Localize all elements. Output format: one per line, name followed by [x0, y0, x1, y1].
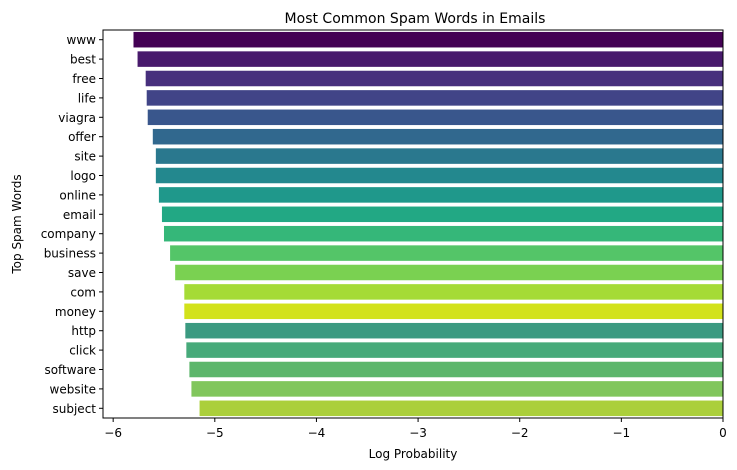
y-tick-label: subject [53, 402, 97, 416]
x-tick-label: −3 [409, 426, 427, 440]
y-tick-label: com [70, 285, 96, 299]
y-tick-label: company [41, 227, 96, 241]
y-tick-label: life [78, 91, 96, 105]
bar-money [184, 303, 724, 320]
y-tick-labels: www best free life viagra offer site logo online… [41, 33, 103, 416]
bar-best [137, 51, 723, 67]
y-tick-label: free [72, 72, 96, 86]
bar-free [145, 70, 723, 87]
x-tick-label: 0 [719, 426, 727, 440]
y-tick-label: money [55, 305, 96, 319]
bar-life [146, 90, 723, 106]
bar-save [175, 264, 723, 281]
y-axis-label: Top Spam Words [10, 174, 24, 274]
bar-business [170, 245, 723, 261]
bar-com [184, 284, 724, 300]
x-tick-label: −2 [511, 426, 529, 440]
y-tick-label: software [44, 363, 96, 377]
x-axis-label: Log Probability [369, 447, 458, 461]
bar-www [133, 31, 723, 48]
bar-subject [199, 400, 723, 417]
y-tick-label: site [74, 150, 96, 164]
bar-website [191, 381, 724, 397]
bar-logo [155, 167, 723, 184]
y-tick-label: offer [68, 130, 96, 144]
bar-viagra [147, 109, 723, 126]
y-tick-label: www [67, 33, 97, 47]
bar-click [186, 342, 724, 358]
chart-title: Most Common Spam Words in Emails [285, 11, 546, 27]
y-tick-label: http [71, 324, 96, 338]
y-tick-label: viagra [58, 111, 96, 125]
y-tick-label: business [44, 247, 96, 261]
y-tick-label: best [70, 53, 96, 67]
y-tick-label: click [69, 344, 96, 358]
bar-company [163, 225, 723, 242]
bars-group [133, 31, 724, 417]
y-tick-label: save [68, 266, 96, 280]
bar-site [155, 148, 723, 164]
y-tick-label: website [50, 382, 97, 396]
x-ticks: −6 −5 −4 −3 −2 −1 0 [104, 418, 727, 440]
x-tick-label: −5 [206, 426, 224, 440]
y-tick-label: online [59, 188, 96, 202]
bar-software [189, 361, 724, 378]
x-tick-label: −4 [308, 426, 326, 440]
bar-http [185, 322, 723, 339]
bar-offer [152, 128, 723, 145]
plot-frame [102, 29, 724, 419]
y-tick-label: email [63, 208, 96, 222]
bar-online [158, 187, 724, 203]
y-tick-label: logo [70, 169, 96, 183]
x-tick-label: −1 [613, 426, 631, 440]
bar-email [161, 206, 724, 223]
x-tick-label: −6 [104, 426, 122, 440]
